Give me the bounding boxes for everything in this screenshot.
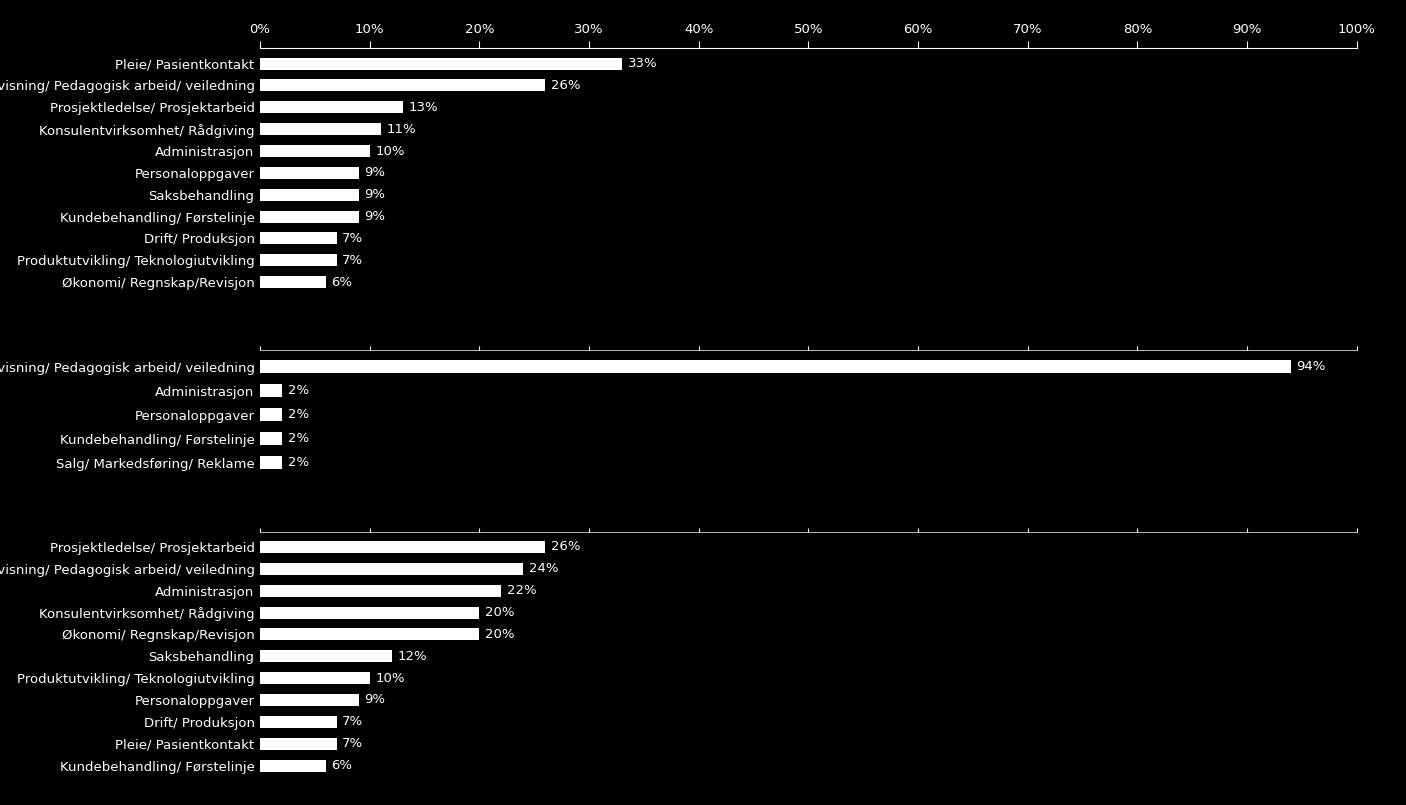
Bar (260, 233, 337, 245)
Bar (260, 716, 337, 728)
Text: 7%: 7% (343, 737, 364, 750)
Bar (260, 123, 381, 135)
Text: 9%: 9% (364, 188, 385, 201)
Bar (260, 80, 546, 92)
Text: 7%: 7% (343, 716, 364, 729)
Bar (260, 541, 546, 553)
Bar (260, 606, 479, 618)
Text: 20%: 20% (485, 606, 515, 619)
Text: 6%: 6% (332, 275, 353, 289)
Bar (260, 563, 523, 575)
Text: 33%: 33% (627, 57, 657, 70)
Bar (260, 408, 283, 421)
Text: 7%: 7% (343, 254, 364, 266)
Bar (260, 672, 370, 684)
Bar (260, 432, 283, 445)
Text: 9%: 9% (364, 693, 385, 707)
Bar (260, 58, 621, 69)
Bar (260, 188, 359, 200)
Bar (260, 254, 337, 266)
Text: 94%: 94% (1296, 360, 1326, 373)
Text: 26%: 26% (551, 540, 581, 554)
Bar (260, 276, 326, 288)
Text: 7%: 7% (343, 232, 364, 245)
Text: 13%: 13% (408, 101, 437, 114)
Text: 11%: 11% (387, 122, 416, 136)
Bar (260, 360, 1291, 374)
Text: 26%: 26% (551, 79, 581, 92)
Bar (260, 167, 359, 179)
Bar (260, 101, 402, 114)
Text: 22%: 22% (508, 584, 537, 597)
Bar (260, 584, 502, 597)
Bar (260, 456, 283, 469)
Bar (260, 384, 283, 397)
Text: 10%: 10% (375, 671, 405, 684)
Bar (260, 760, 326, 771)
Bar (260, 629, 479, 641)
Bar (260, 650, 392, 663)
Text: 2%: 2% (288, 408, 309, 421)
Text: 20%: 20% (485, 628, 515, 641)
Bar (260, 737, 337, 749)
Bar (260, 694, 359, 706)
Text: 9%: 9% (364, 167, 385, 180)
Text: 2%: 2% (288, 432, 309, 445)
Text: 24%: 24% (529, 563, 558, 576)
Text: 12%: 12% (398, 650, 427, 663)
Text: 9%: 9% (364, 210, 385, 223)
Text: 2%: 2% (288, 456, 309, 469)
Bar (260, 145, 370, 157)
Bar (260, 211, 359, 223)
Text: 6%: 6% (332, 759, 353, 772)
Text: 10%: 10% (375, 145, 405, 158)
Text: 2%: 2% (288, 384, 309, 397)
